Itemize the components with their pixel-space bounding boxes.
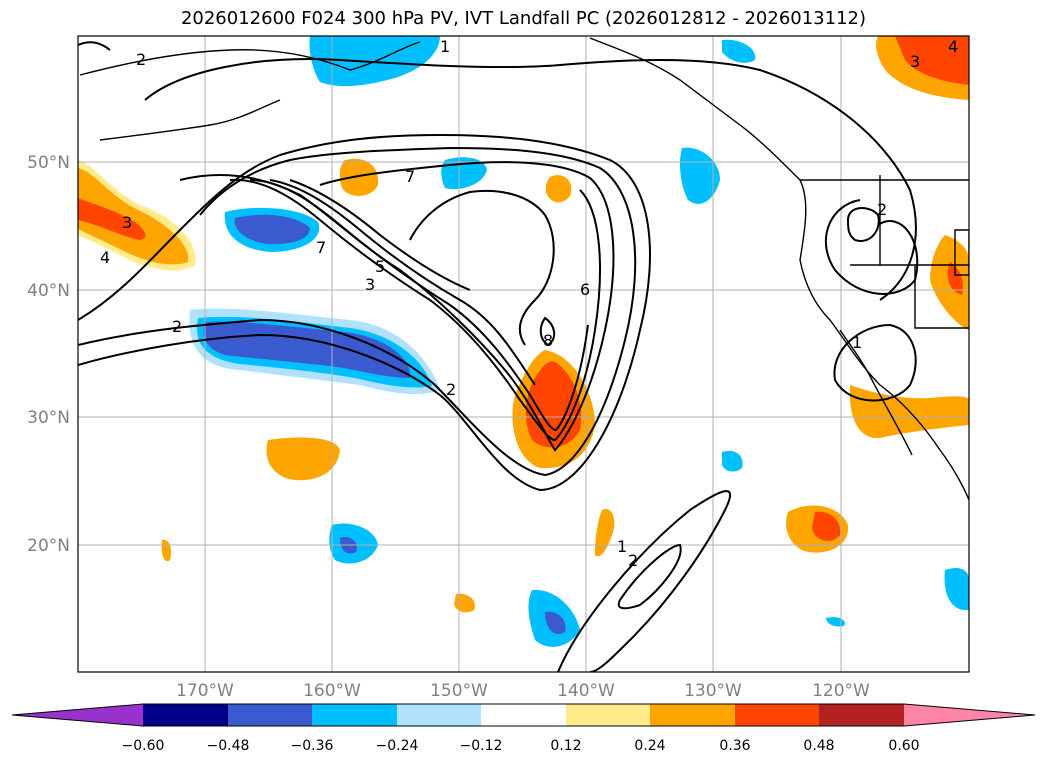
contour-label: 3: [365, 275, 375, 294]
colorbar-tick-label: −0.48: [207, 738, 250, 754]
graticule: [78, 36, 969, 672]
lat-label-40n: 40°N: [27, 281, 70, 301]
colorbar-left-extension: [12, 704, 143, 726]
colorbar-segment: [397, 704, 481, 726]
map-frame: [77, 35, 970, 673]
contour-label: 1: [440, 37, 450, 56]
contour-label: 3: [910, 52, 920, 71]
colorbar-segment: [143, 704, 228, 726]
lon-label-140w: 140°W: [557, 681, 615, 701]
contour-label: 2: [628, 551, 638, 570]
contour-label-group: 2 1 7 4 3 5 3 2 2 8 6 7 2 1 1 2 3 4: [100, 37, 958, 570]
colorbar-segment: [819, 704, 904, 726]
contour-label: 3: [122, 213, 132, 232]
colorbar-tick-label: 0.36: [719, 738, 750, 754]
colorbar-segment: [228, 704, 312, 726]
lon-label-160w: 160°W: [303, 681, 361, 701]
colorbar: −0.60 −0.48 −0.36 −0.24 −0.12 0.12 0.24 …: [11, 703, 1036, 754]
contour-label: 2: [877, 200, 887, 219]
colorbar-outline: [11, 703, 1036, 727]
colorbar-right-extension: [904, 704, 1035, 726]
contour-label: 2: [446, 380, 456, 399]
contour-label: 5: [375, 257, 385, 276]
lon-label-170w: 170°W: [176, 681, 234, 701]
contour-label: 4: [100, 248, 110, 267]
colorbar-tick-label: 0.24: [634, 738, 665, 754]
colorbar-segment: [312, 704, 397, 726]
contour-label: 2: [136, 50, 146, 69]
colorbar-segment: [650, 704, 735, 726]
contour-label: 1: [617, 537, 627, 556]
contour-label: 2: [172, 317, 182, 336]
colorbar-tick-label: 0.60: [888, 738, 919, 754]
colorbar-segment: [735, 704, 819, 726]
colorbar-segment: [481, 704, 566, 726]
colorbar-tick-label: 0.12: [550, 738, 581, 754]
contour-label: 1: [852, 333, 862, 352]
contour-label: 8: [543, 331, 553, 350]
colorbar-tick-label: 0.48: [803, 738, 834, 754]
contour-label: 7: [405, 167, 415, 186]
colorbar-tick-label: −0.60: [122, 738, 165, 754]
contour-label: 6: [580, 280, 590, 299]
lat-label-50n: 50°N: [27, 153, 70, 173]
contour-label: 7: [316, 238, 326, 257]
colorbar-tick-label: −0.12: [460, 738, 503, 754]
contour-label: 4: [948, 37, 958, 56]
map-title: 2026012600 F024 300 hPa PV, IVT Landfall…: [180, 8, 867, 29]
lat-label-30n: 30°N: [27, 408, 70, 428]
ivt-contours: [78, 41, 919, 672]
lat-label-20n: 20°N: [27, 536, 70, 556]
colorbar-tick-label: −0.24: [376, 738, 419, 754]
colorbar-tick-label: −0.36: [291, 738, 334, 754]
lon-label-130w: 130°W: [684, 681, 742, 701]
colorbar-segment: [566, 704, 650, 726]
lon-label-150w: 150°W: [430, 681, 488, 701]
lon-label-120w: 120°W: [812, 681, 870, 701]
